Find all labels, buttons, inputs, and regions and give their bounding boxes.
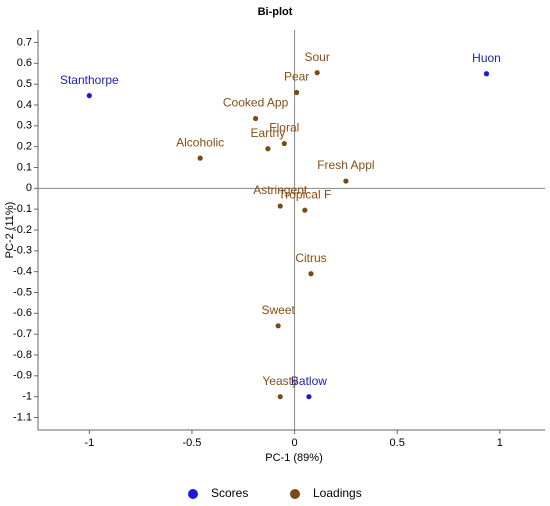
legend-label: Scores [211, 486, 248, 500]
y-tick-label: 0.1 [17, 161, 32, 173]
legend-marker [188, 489, 198, 499]
x-tick-label: 0 [292, 437, 298, 449]
point-label: Sour [304, 50, 329, 64]
point [86, 93, 92, 99]
x-axis-label: PC-1 (89%) [265, 452, 322, 464]
y-tick-label: 0.4 [17, 99, 32, 111]
y-tick-label: -1.1 [13, 411, 32, 423]
chart-title: Bi-plot [258, 6, 293, 18]
x-tick-label: 0.5 [390, 437, 405, 449]
point [294, 89, 300, 96]
point [306, 394, 312, 400]
y-tick-label: -0.6 [13, 307, 32, 319]
y-tick-label: 0.6 [17, 57, 32, 69]
y-axis-label: PC-2 (11%) [4, 202, 16, 259]
point-label: Earthy [251, 126, 286, 140]
point-label: Stanthorpe [60, 73, 119, 87]
point [275, 323, 281, 329]
point-label: Yeasty [262, 374, 298, 388]
point-label: Astringent [253, 183, 308, 197]
point-label: Batlow [291, 374, 327, 388]
y-tick-label: -0.7 [13, 328, 32, 340]
x-tick-label: -0.5 [182, 437, 201, 449]
point [343, 178, 349, 184]
x-tick-label: 1 [497, 437, 503, 449]
point [314, 70, 320, 76]
y-tick-label: -0.3 [13, 245, 32, 257]
y-tick-label: -0.1 [13, 203, 32, 215]
x-tick-label: -1 [84, 437, 94, 449]
point-label: Alcoholic [176, 135, 224, 149]
point-label: Fresh Appl [317, 158, 374, 172]
point [483, 71, 490, 77]
point [252, 115, 259, 122]
y-tick-label: 0.5 [17, 78, 32, 90]
point [197, 155, 203, 161]
point [308, 271, 314, 277]
point [265, 146, 271, 152]
point [277, 394, 283, 400]
point [277, 203, 283, 209]
y-tick-label: 0.2 [17, 141, 32, 153]
point-label: Tropical F [278, 187, 331, 201]
point-label: Citrus [295, 251, 326, 265]
legend-label: Loadings [313, 486, 362, 500]
y-tick-label: -0.5 [13, 286, 32, 298]
y-tick-label: 0 [26, 182, 32, 194]
point [302, 207, 308, 213]
y-tick-label: -1 [22, 391, 32, 403]
y-tick-label: -0.8 [13, 349, 32, 361]
point-label: Floral [269, 121, 299, 135]
point-label: Sweet [261, 303, 295, 317]
point-label: Pear [284, 70, 309, 84]
point-label: Cooked App [223, 96, 289, 110]
y-tick-label: -0.9 [13, 370, 32, 382]
point [281, 140, 287, 147]
y-tick-label: 0.3 [17, 120, 32, 132]
y-tick-label: -0.2 [13, 224, 32, 236]
point-label: Huon [472, 51, 501, 65]
legend-marker [290, 489, 300, 499]
y-tick-label: 0.7 [17, 36, 32, 48]
y-tick-label: -0.4 [13, 266, 32, 278]
